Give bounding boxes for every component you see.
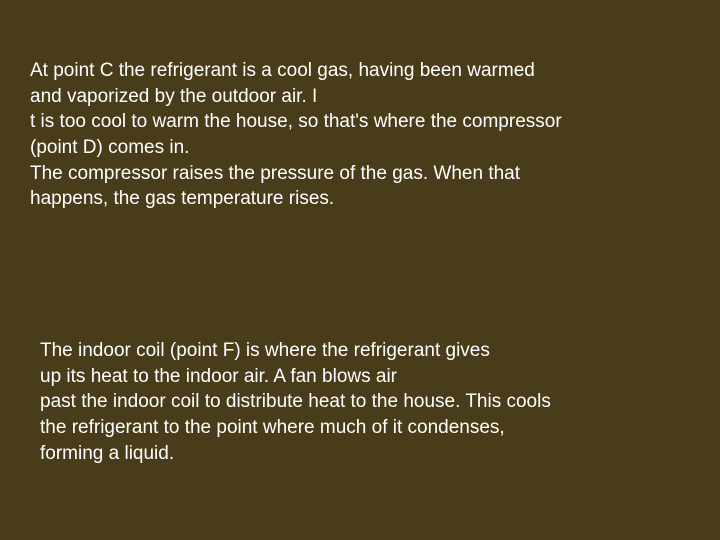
paragraph-1: At point C the refrigerant is a cool gas…	[30, 58, 690, 212]
paragraph-2: The indoor coil (point F) is where the r…	[40, 338, 690, 466]
